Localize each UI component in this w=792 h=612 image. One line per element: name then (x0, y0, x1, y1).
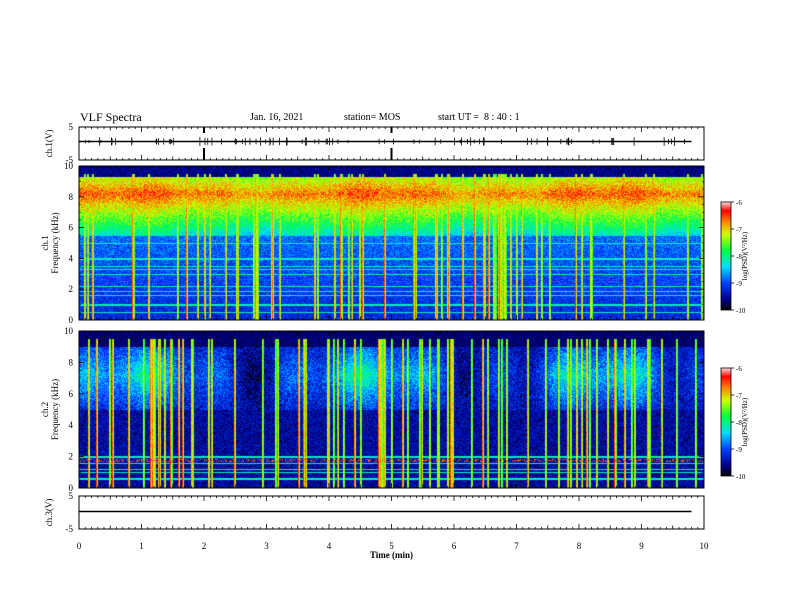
y-axis-label: Frequency (kHz) (50, 212, 60, 273)
x-tick-label: 1 (139, 541, 144, 551)
x-tick-label: 9 (639, 541, 644, 551)
y-tick-label: 4 (69, 420, 74, 430)
y-axis-label: ch.1(V) (44, 130, 54, 158)
x-tick-label: 8 (577, 541, 582, 551)
colorbar-tick-label: -10 (736, 307, 746, 315)
colorbar (720, 367, 732, 477)
date-label: Jan. 16, 2021 (250, 112, 304, 123)
colorbar-tick-label: -9 (736, 280, 742, 288)
x-tick-label: 7 (514, 541, 519, 551)
start-time-label: start UT = 8 : 40 : 1 (438, 112, 520, 123)
colorbar-tick-label: -6 (736, 199, 742, 207)
x-tick-label: 2 (202, 541, 207, 551)
spectrogram-ch2 (79, 331, 704, 488)
y-axis-label-channel: ch.2 (40, 402, 50, 417)
y-tick-label: 8 (69, 192, 74, 202)
chart-title: VLF Spectra (80, 110, 142, 124)
x-tick-label: 5 (389, 541, 394, 551)
x-tick-label: 6 (452, 541, 457, 551)
colorbar-tick-label: -10 (736, 473, 746, 481)
y-tick-label: -5 (66, 524, 74, 534)
x-tick-label: 0 (77, 541, 82, 551)
y-tick-label: 0 (69, 483, 74, 493)
y-axis-label-channel: ch.1 (40, 235, 50, 250)
y-tick-label: 8 (69, 357, 74, 367)
colorbar-tick-label: -7 (736, 226, 742, 234)
y-axis-label: Frequency (kHz) (50, 379, 60, 440)
y-tick-label: 10 (64, 161, 74, 171)
y-tick-label: 10 (64, 326, 74, 336)
y-tick-label: 6 (69, 223, 74, 233)
y-tick-label: 5 (69, 491, 74, 501)
colorbar-label: log(PSD)(V²/Hz) (741, 231, 749, 280)
y-axis-label: ch.3(V) (44, 499, 54, 527)
colorbar-tick-label: -9 (736, 446, 742, 454)
colorbar-tick-label: -8 (736, 253, 742, 261)
station-label: station= MOS (344, 112, 401, 123)
x-tick-label: 3 (264, 541, 269, 551)
y-tick-label: 0 (69, 315, 74, 325)
y-tick-label: 4 (69, 253, 74, 263)
x-tick-label: 4 (327, 541, 332, 551)
colorbar (720, 201, 732, 311)
colorbar-label: log(PSD)(V²/Hz) (741, 397, 749, 446)
y-tick-label: 6 (69, 389, 74, 399)
spectrogram-ch1 (79, 166, 704, 320)
colorbar-tick-label: -7 (736, 392, 742, 400)
y-tick-label: 2 (69, 284, 74, 294)
colorbar-tick-label: -6 (736, 365, 742, 373)
y-tick-label: -5 (66, 155, 74, 165)
x-tick-label: 10 (700, 541, 710, 551)
colorbar-tick-label: -8 (736, 419, 742, 427)
y-tick-label: 5 (69, 122, 74, 132)
x-axis-label: Time (min) (370, 550, 413, 560)
y-tick-label: 2 (69, 452, 74, 462)
